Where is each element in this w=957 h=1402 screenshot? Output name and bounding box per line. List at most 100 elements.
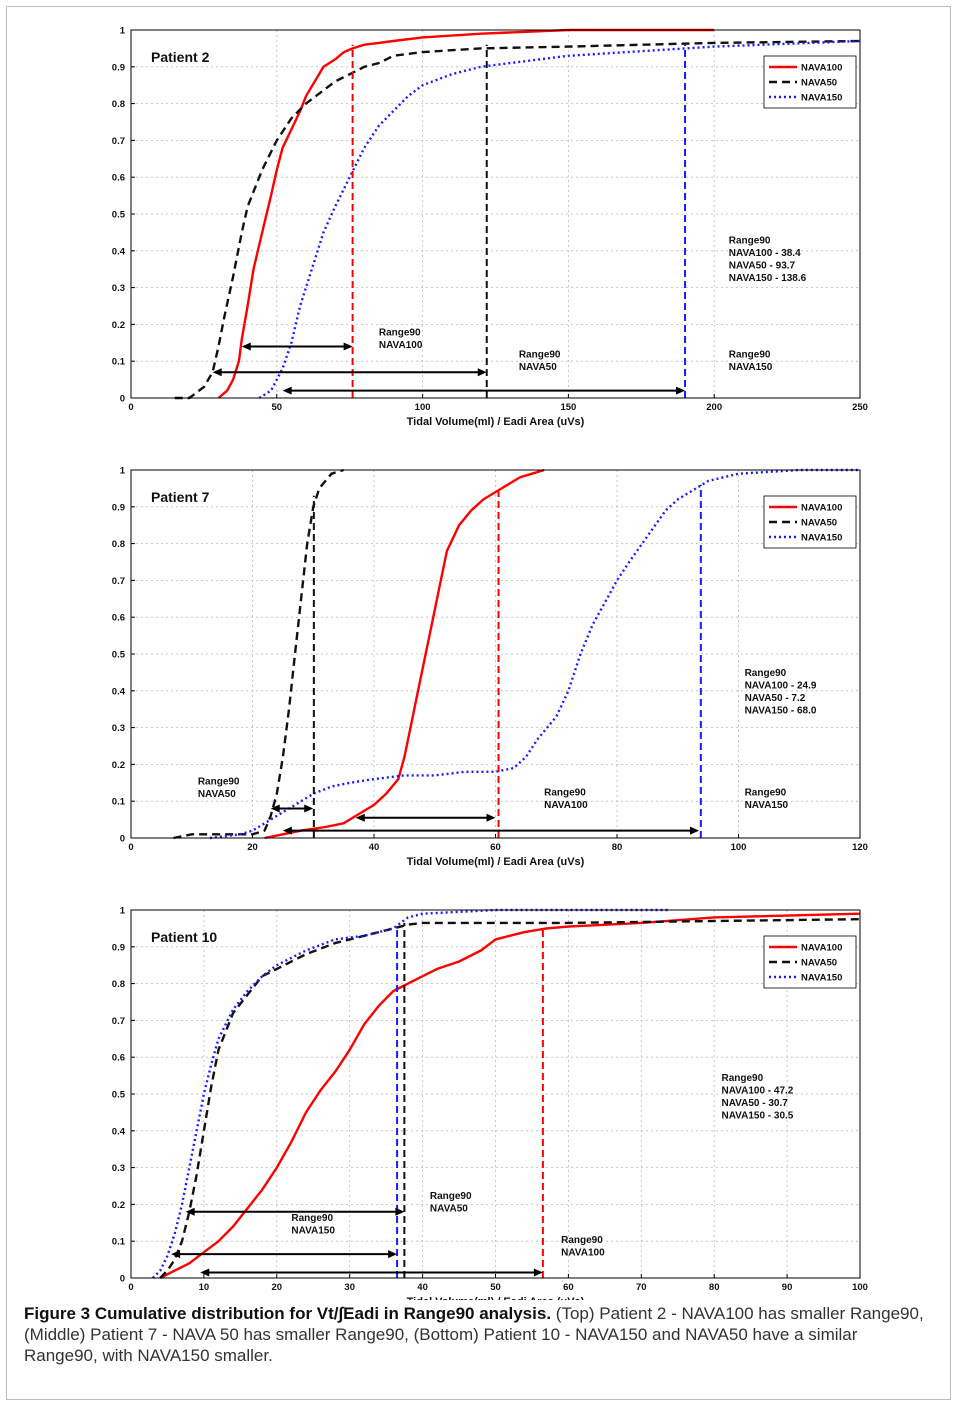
series-line-nava50 [173,468,344,840]
arrow-head-right [477,368,487,377]
annotation-line: NAVA150 [729,362,773,373]
y-tick-label: 0.4 [112,1126,126,1137]
y-tick-label: 0.7 [112,136,125,147]
arrow-head-left [200,1268,210,1277]
arrow-head-left [282,386,292,395]
y-tick-label: 0.3 [112,1163,125,1174]
arrow-head-right [486,813,496,822]
legend-box [763,55,857,109]
annotation-line: NAVA50 - 7.2 [745,693,806,704]
y-tick-label: 0.1 [112,1237,126,1248]
x-tick-label: 250 [852,402,868,413]
legend-box [763,935,857,989]
axes-box [130,469,861,839]
x-tick-label: 40 [369,842,380,853]
series-line-nava100 [159,912,861,1280]
y-tick-label: 1 [120,466,126,477]
panel-label: Patient 10 [151,929,217,945]
annotation-line: Range90 [379,327,421,338]
legend: NAVA100 NAVA50 NAVA150 [763,935,857,989]
y-tick-label: 0.7 [112,576,125,587]
annotation-line: NAVA100 - 38.4 [729,248,801,259]
y-tick-label: 0.5 [112,210,126,221]
legend-label-nava50: NAVA50 [801,78,837,89]
x-tick-label: 40 [417,1282,428,1293]
y-tick-label: 0.9 [112,502,125,513]
range90-arrow-nava50 [185,1207,405,1216]
arrow-head-left [282,826,292,835]
x-tick-label: 20 [272,1282,283,1293]
annotation-line: Range90 [430,1191,472,1202]
annotation-line: Range90 [561,1235,603,1246]
annotation-line: Range90 [721,1073,763,1084]
x-tick-label: 150 [560,402,576,413]
legend-label-nava100: NAVA100 [801,943,842,954]
annotation-line: Range90 [544,788,586,799]
x-tick-label: 60 [490,842,501,853]
arrow-head-left [355,813,365,822]
y-tick-label: 0.3 [112,283,125,294]
annotation-line: NAVA100 [544,800,588,811]
y-tick-label: 0.2 [112,320,125,331]
arrow-head-right [388,1250,398,1259]
annotation-line: NAVA50 [519,362,557,373]
arrow-head-right [304,804,314,813]
panel-label: Patient 7 [151,489,210,505]
annotation-1: Range90 NAVA100 [379,327,423,351]
annotation-line: Range90 [745,668,787,679]
legend-label-nava150: NAVA150 [801,93,842,104]
series-line-nava50 [174,39,861,400]
y-tick-label: 0.8 [112,539,125,550]
x-axis-label: Tidal Volume(ml) / Eadi Area (uVs) [407,1296,585,1300]
axes-box [130,29,861,399]
y-tick-label: 0.2 [112,760,125,771]
chart-panel-1: 0 0.1 0.2 0.3 0.4 0.5 0.6 0.7 0.8 0.9 1 0 50 100 150 20… [112,26,868,429]
arrow-head-left [171,1250,181,1259]
panel-label: Patient 2 [151,49,210,65]
annotation-line: Range90 [519,350,561,361]
x-tick-label: 0 [128,842,133,853]
y-tick-label: 0.7 [112,1016,125,1027]
series-line-nava100 [264,468,545,840]
chart-panel-2: 0 0.1 0.2 0.3 0.4 0.5 0.6 0.7 0.8 0.9 1 0 20 40 60 80 10… [112,466,868,869]
annotation-line: NAVA150 [745,800,789,811]
y-tick-label: 0 [120,834,125,845]
legend-label-nava100: NAVA100 [801,63,842,74]
annotation-line: NAVA50 - 93.7 [729,260,796,271]
series-line-nava50 [159,918,861,1279]
arrow-head-right [690,826,700,835]
range90-arrow-nava100 [355,813,496,822]
annotation-line: NAVA150 - 68.0 [745,706,817,717]
annotation-line: Range90 [291,1213,333,1224]
y-tick-label: 0.4 [112,246,126,257]
arrow-head-right [395,1207,405,1216]
y-tick-label: 0.9 [112,942,125,953]
x-tick-label: 10 [199,1282,210,1293]
x-tick-label: 50 [272,402,283,413]
annotation-line: NAVA100 - 24.9 [745,681,817,692]
legend-label-nava50: NAVA50 [801,958,837,969]
annotation-line: Range90 [729,235,771,246]
x-tick-label: 30 [344,1282,355,1293]
range90-arrow-nava150 [171,1250,398,1259]
x-tick-label: 80 [709,1282,720,1293]
y-tick-label: 0.1 [112,797,126,808]
annotation-line: NAVA50 [430,1203,468,1214]
x-tick-label: 100 [852,1282,868,1293]
x-tick-label: 80 [612,842,623,853]
annotation-line: Range90 [729,350,771,361]
chart-panel-3: 00.10.20.30.40.50.60.70.80.910 10 20 30 40 50… [112,906,868,1301]
y-tick-label: 0 [120,394,125,405]
arrow-head-left [270,804,280,813]
annotation-line: NAVA150 - 30.5 [721,1111,793,1122]
x-tick-label: 20 [247,842,258,853]
annotation-line: NAVA100 [561,1248,605,1259]
figure-caption: Figure 3 Cumulative distribution for Vt/… [24,1303,934,1366]
axes-box [130,909,861,1279]
annotation-line: NAVA50 - 30.7 [721,1098,788,1109]
